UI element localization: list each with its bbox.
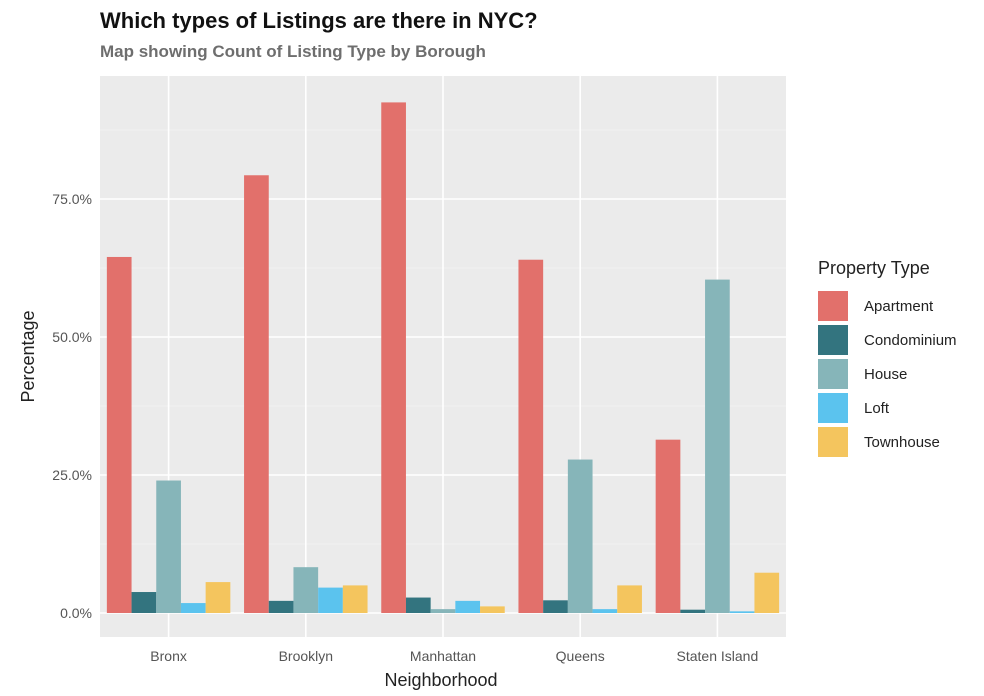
bar xyxy=(293,567,319,613)
legend-item: Townhouse xyxy=(818,425,957,459)
y-tick-label: 50.0% xyxy=(52,329,92,345)
y-tick-label: 0.0% xyxy=(60,605,92,621)
x-tick-label: Brooklyn xyxy=(279,648,333,664)
legend-swatch xyxy=(818,359,848,389)
bar xyxy=(567,459,593,613)
legend-label: Condominium xyxy=(864,331,957,349)
chart-title: Which types of Listings are there in NYC… xyxy=(100,8,538,33)
bar xyxy=(156,480,181,613)
bar xyxy=(180,603,206,613)
y-axis-title: Percentage xyxy=(18,310,38,402)
legend-items: Apartment Condominium House Loft Townhouse xyxy=(818,289,957,459)
legend-swatch xyxy=(818,393,848,423)
bar xyxy=(318,587,343,613)
bar xyxy=(268,600,294,613)
y-tick-label: 25.0% xyxy=(52,467,92,483)
legend-item: Loft xyxy=(818,391,957,425)
bar xyxy=(655,439,681,613)
bar xyxy=(106,256,132,613)
bar xyxy=(543,600,568,613)
legend-item: Apartment xyxy=(818,289,957,323)
bar xyxy=(480,606,505,613)
chart-subtitle: Map showing Count of Listing Type by Bor… xyxy=(100,42,486,61)
legend-item: House xyxy=(818,357,957,391)
bar xyxy=(405,597,431,613)
bar xyxy=(430,609,456,613)
y-tick-label: 75.0% xyxy=(52,191,92,207)
bar xyxy=(381,102,406,614)
bar xyxy=(205,582,231,613)
legend-swatch xyxy=(818,291,848,321)
bar xyxy=(592,609,618,613)
bar xyxy=(518,259,544,613)
x-tick-label: Manhattan xyxy=(410,648,476,664)
bar xyxy=(754,572,780,613)
bar xyxy=(729,611,755,613)
bar xyxy=(131,592,157,613)
legend-swatch xyxy=(818,427,848,457)
x-tick-label: Queens xyxy=(556,648,605,664)
legend-item: Condominium xyxy=(818,323,957,357)
legend-label: House xyxy=(864,365,908,383)
bar xyxy=(680,609,706,613)
x-tick-label: Bronx xyxy=(150,648,187,664)
x-axis-title: Neighborhood xyxy=(384,670,497,690)
x-tick-label: Staten Island xyxy=(677,648,759,664)
bar xyxy=(244,175,269,613)
legend-label: Townhouse xyxy=(864,433,940,451)
legend-title: Property Type xyxy=(818,258,930,278)
bar xyxy=(705,279,730,613)
bar xyxy=(455,600,481,613)
bar xyxy=(342,585,368,613)
legend-swatch xyxy=(818,325,848,355)
legend-label: Loft xyxy=(864,399,890,417)
bar xyxy=(617,585,642,613)
legend: Property Type Apartment Condominium House L… xyxy=(818,258,957,459)
legend-label: Apartment xyxy=(864,297,934,315)
